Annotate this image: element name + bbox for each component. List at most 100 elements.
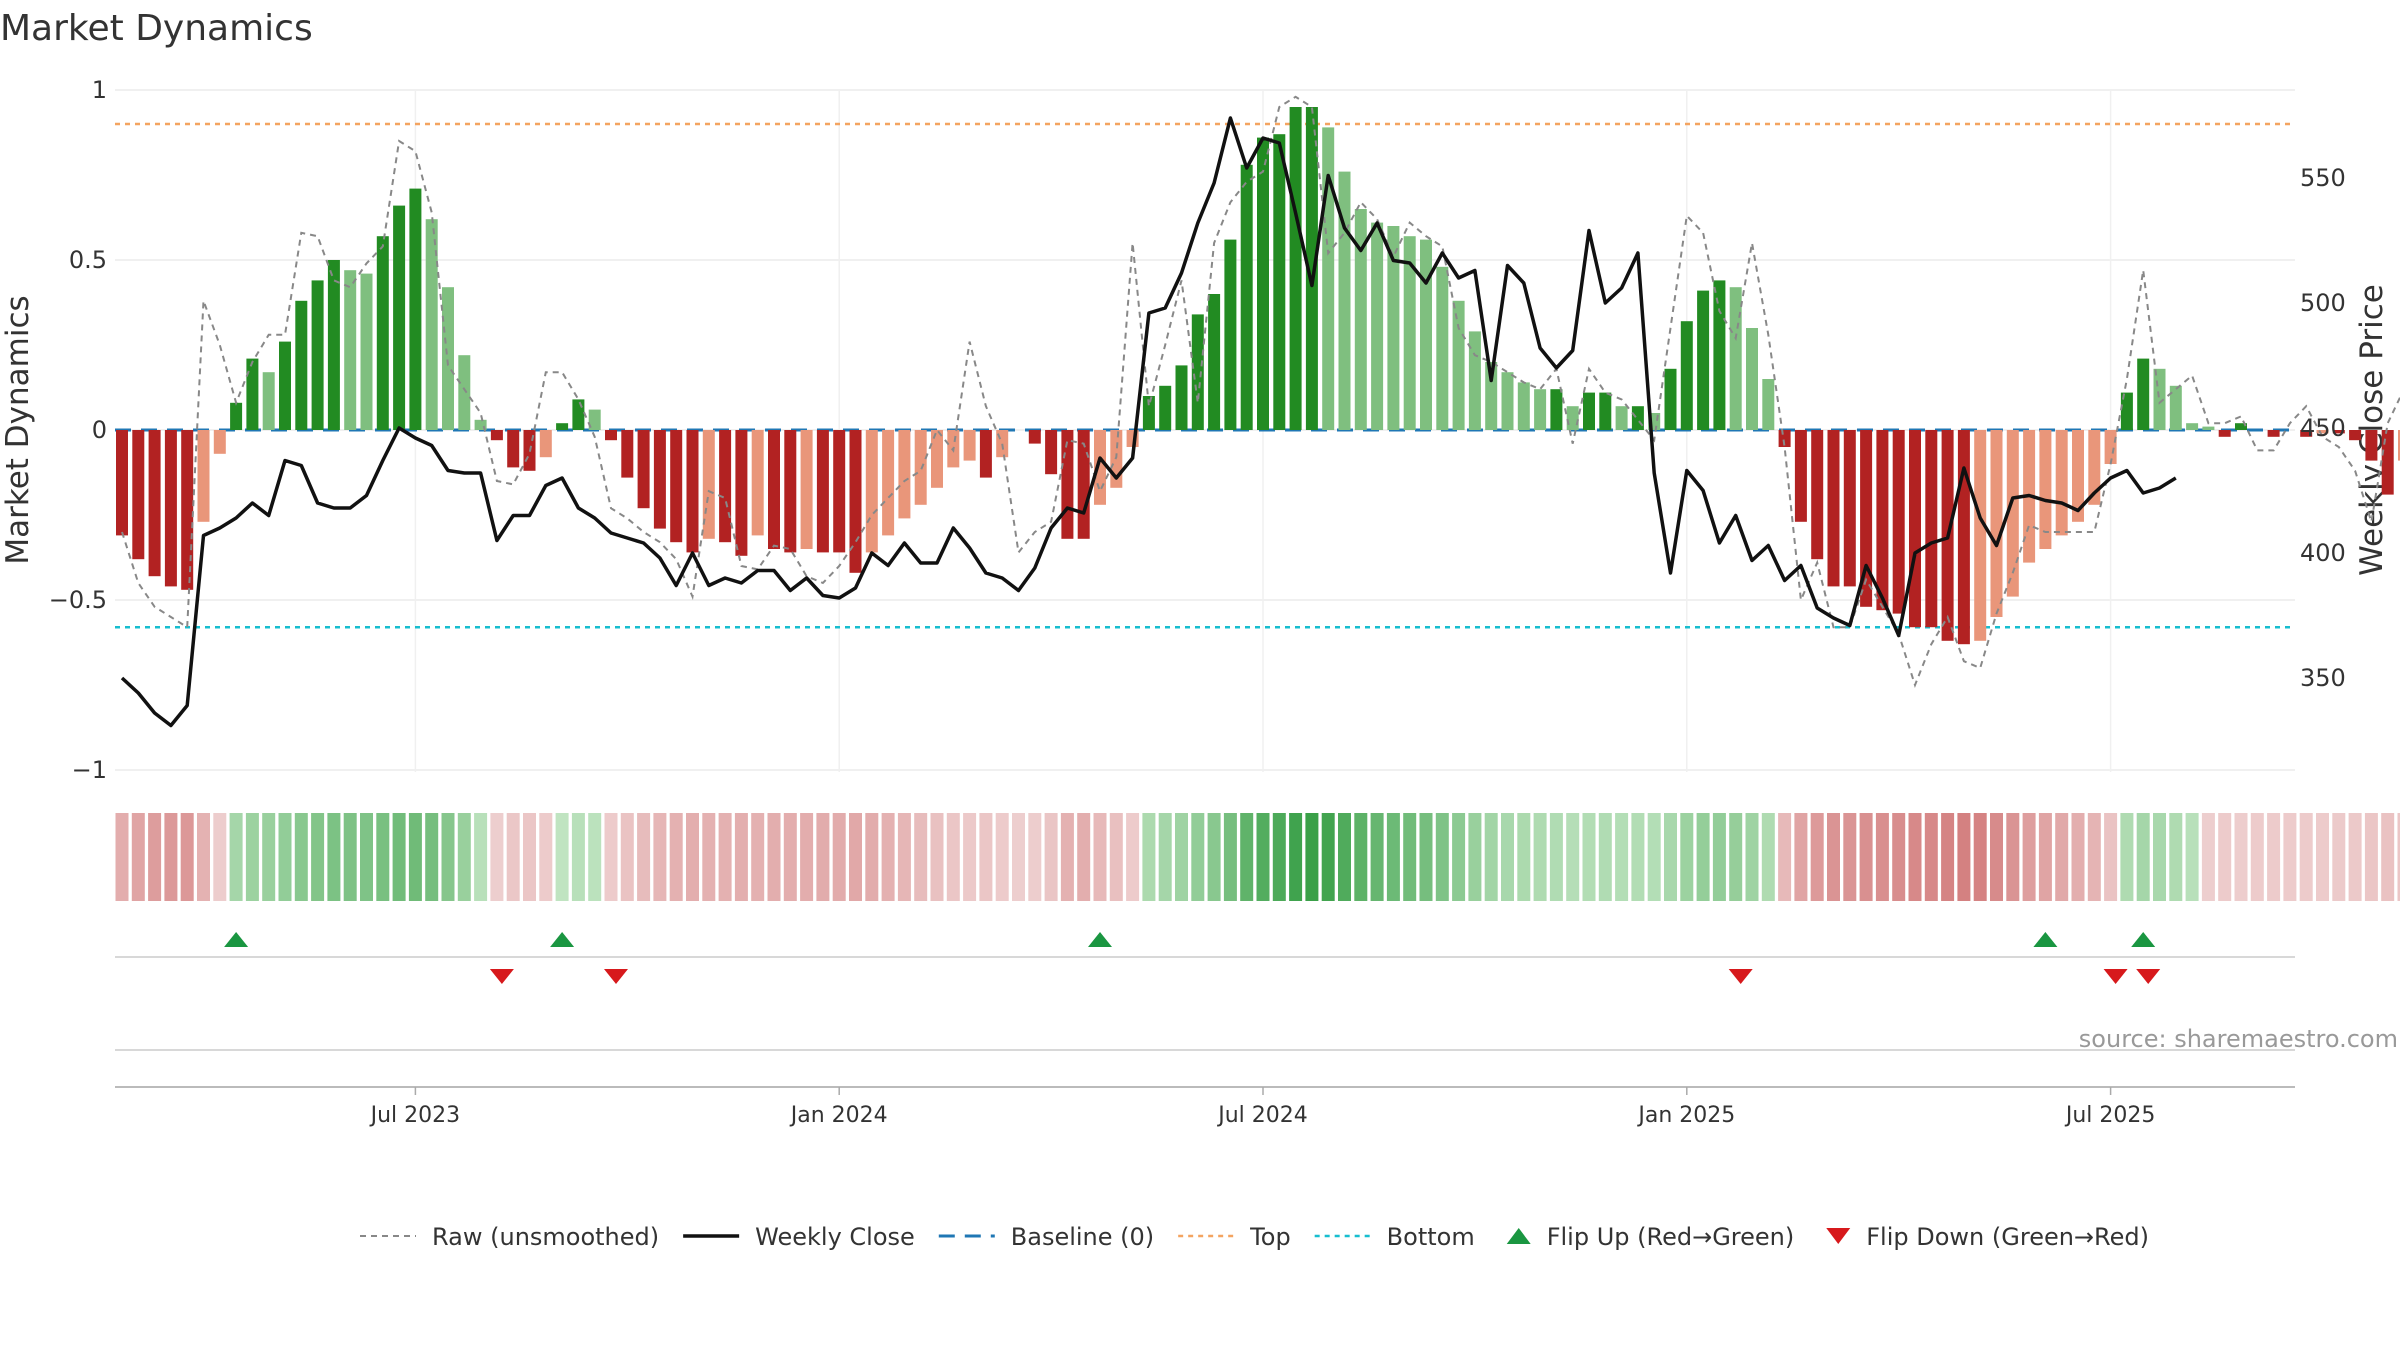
regime-tile	[1109, 813, 1123, 901]
dynamics-bar	[116, 430, 128, 536]
regime-tile	[669, 813, 683, 901]
regime-tile	[1386, 813, 1400, 901]
dynamics-bar	[1517, 382, 1530, 430]
legend-label: Weekly Close	[755, 1223, 915, 1251]
regime-tile	[262, 813, 276, 901]
regime-tile	[2169, 813, 2183, 901]
y2-axis-ticks: 550 500 450 400 350	[2300, 164, 2346, 692]
dynamics-bar	[1599, 392, 1612, 430]
dynamics-bar	[931, 430, 943, 488]
dynamics-bar	[376, 236, 389, 430]
dynamics-bar	[686, 430, 699, 553]
dynamics-bar	[1827, 430, 1840, 587]
regime-tile	[2153, 813, 2166, 901]
x-tick-label: Jul 2025	[2064, 1103, 2156, 1128]
regime-tile	[1517, 813, 1531, 901]
dynamics-bars	[116, 107, 2400, 645]
dynamics-bar	[148, 430, 161, 577]
regime-tile	[1631, 813, 1645, 901]
dynamics-bar	[979, 430, 992, 478]
regime-tile	[1452, 813, 1466, 901]
dynamics-bar	[2186, 423, 2199, 430]
dynamics-bar	[1909, 430, 1921, 628]
regime-tile	[1973, 813, 1987, 901]
dynamics-bar	[1697, 290, 1710, 430]
dynamics-bar	[653, 430, 666, 529]
regime-tile	[1729, 813, 1743, 901]
legend-item: Bottom	[1314, 1223, 1475, 1251]
dynamics-bar	[295, 300, 308, 430]
dynamics-bar	[1028, 430, 1041, 444]
regime-tile	[995, 813, 1009, 901]
legend-item: Flip Up (Red→Green)	[1506, 1223, 1795, 1251]
regime-tile	[571, 813, 585, 901]
y-tick-label: 0.5	[69, 246, 107, 274]
y-tick-label: −0.5	[49, 586, 107, 614]
dynamics-bar	[621, 430, 634, 478]
dynamics-bar	[1387, 226, 1400, 430]
dynamics-bar	[2055, 430, 2068, 536]
regime-tile	[2250, 813, 2264, 901]
dynamics-bar	[1354, 209, 1367, 430]
regime-tile	[1240, 813, 1254, 901]
y-tick-label: 0	[92, 416, 107, 444]
dynamics-bar	[2267, 430, 2280, 437]
regime-tile	[131, 813, 145, 901]
legend: Raw (unsmoothed) Weekly Close Baseline (0)…	[360, 1223, 2149, 1251]
legend-label: Top	[1249, 1223, 1291, 1251]
y-tick-label: 1	[92, 76, 107, 104]
legend-item: Raw (unsmoothed)	[360, 1223, 659, 1251]
dynamics-bar	[1501, 372, 1514, 430]
regime-tile	[718, 813, 732, 901]
regime-tile	[1044, 813, 1058, 901]
dynamics-bar	[2039, 430, 2052, 549]
flip-markers-panel	[115, 932, 2295, 984]
legend-item: Top	[1178, 1223, 1291, 1251]
regime-tile	[816, 813, 830, 901]
x-tick-label: Jan 2024	[789, 1103, 888, 1128]
dynamics-bar	[963, 430, 976, 461]
regime-strip	[115, 813, 2400, 901]
regime-tile	[1207, 813, 1221, 901]
dynamics-bar	[539, 430, 552, 458]
dynamics-bar	[1974, 430, 1987, 641]
regime-tile	[865, 813, 879, 901]
regime-tile	[523, 813, 536, 901]
legend-item: Flip Down (Green→Red)	[1826, 1223, 2149, 1251]
dynamics-bar	[1860, 430, 1873, 607]
regime-tile	[1223, 813, 1237, 901]
dynamics-bar	[1159, 385, 1172, 430]
close-line	[120, 116, 2177, 728]
regime-tile	[506, 813, 520, 901]
dynamics-bar	[2088, 430, 2101, 505]
regime-tile	[914, 813, 928, 901]
regime-tile	[2267, 813, 2281, 901]
regime-tile	[490, 813, 504, 901]
dynamics-bar	[719, 430, 732, 543]
y-axis-ticks: 1 0.5 0 −0.5 −1	[49, 76, 107, 784]
regime-tile	[1533, 813, 1547, 901]
regime-tile	[1598, 813, 1612, 901]
dynamics-bar	[1289, 107, 1302, 430]
regime-tile	[441, 813, 455, 901]
flip-up-marker	[550, 932, 575, 947]
regime-tile	[2381, 813, 2395, 901]
regime-tile	[881, 813, 895, 901]
dynamics-bar	[588, 409, 601, 430]
legend-label: Bottom	[1387, 1223, 1475, 1251]
regime-tile	[702, 813, 716, 901]
dynamics-bar	[507, 430, 520, 468]
regime-tile	[1664, 813, 1677, 901]
regime-tile	[1566, 813, 1580, 901]
dynamics-bar	[1305, 107, 1318, 430]
dynamics-bar	[230, 402, 243, 430]
regime-tile	[897, 813, 911, 901]
flip-up-marker	[2131, 932, 2156, 947]
legend-label: Flip Up (Red→Green)	[1547, 1223, 1795, 1251]
dynamics-bar	[1142, 396, 1155, 430]
regime-tile	[180, 813, 194, 901]
regime-tile	[1680, 813, 1694, 901]
legend-item: Baseline (0)	[938, 1223, 1154, 1251]
regime-tile	[1354, 813, 1368, 901]
dynamics-bar	[2398, 430, 2400, 461]
